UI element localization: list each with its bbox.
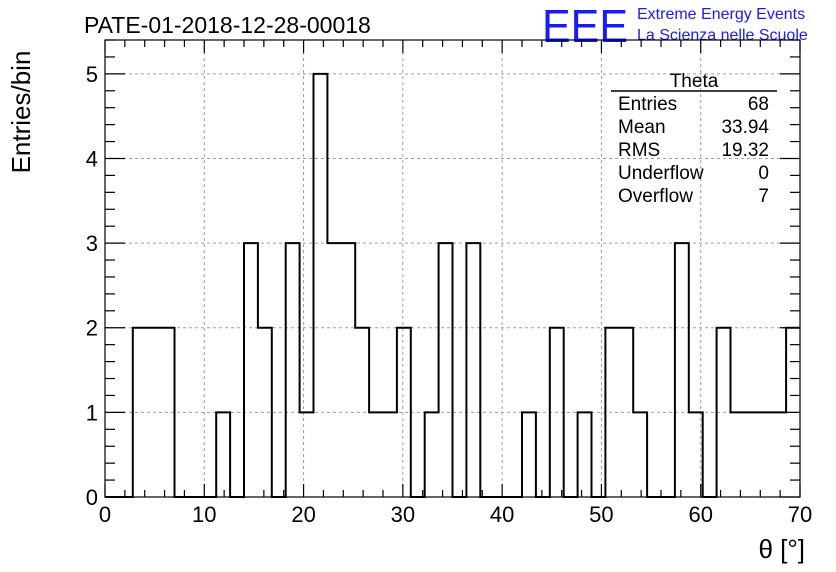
x-tick-label: 10: [192, 502, 216, 527]
histogram-bin: [216, 412, 230, 497]
y-tick-label: 5: [86, 62, 98, 87]
plot-frame: [104, 39, 801, 498]
stats-value-underflow: 0: [758, 163, 769, 184]
histogram-bin: [425, 412, 439, 497]
histogram-bin: [772, 412, 786, 497]
stats-value-overflow: 7: [758, 186, 769, 207]
x-tick-label: 30: [391, 502, 415, 527]
logo-line2: La Scienza nelle Scuole: [637, 27, 808, 44]
stats-value-entries: 68: [748, 94, 769, 115]
chart-title: PATE-01-2018-12-28-00018: [84, 12, 371, 38]
histogram-bin: [758, 412, 772, 497]
histogram-bin: [439, 243, 453, 497]
x-tick-labels: 0 10 20 30 40 50 60 70: [99, 502, 812, 527]
y-axis-label: Entries/bin: [6, 51, 36, 174]
histogram-bin: [383, 412, 397, 497]
stats-label-underflow: Underflow: [618, 163, 704, 184]
y-tick-label: 4: [86, 146, 98, 171]
y-tick-labels: 0 1 2 3 4 5: [86, 62, 98, 510]
x-tick-label: 20: [291, 502, 315, 527]
histogram-bin: [314, 74, 328, 497]
logo-mark: EEE: [542, 0, 628, 52]
logo-line1: Extreme Energy Events: [637, 6, 805, 23]
x-tick-label: 0: [99, 502, 111, 527]
histogram-bin: [731, 412, 745, 497]
y-tick-label: 1: [86, 400, 98, 425]
stats-label-mean: Mean: [618, 117, 666, 138]
histogram-bin: [578, 412, 592, 497]
histogram-bin: [286, 243, 300, 497]
histogram-bars: [105, 72, 800, 498]
stats-value-mean: 33.94: [721, 117, 769, 138]
stats-label-overflow: Overflow: [618, 186, 693, 207]
histogram-bin: [133, 328, 147, 497]
x-tick-label: 70: [788, 502, 812, 527]
histogram-bin: [522, 412, 536, 497]
y-tick-label: 0: [86, 485, 98, 510]
stats-value-rms: 19.32: [721, 140, 769, 161]
histogram-bin: [397, 328, 411, 497]
axis-ticks: [104, 39, 801, 498]
histogram-bin: [341, 243, 355, 497]
histogram-bin: [369, 412, 383, 497]
x-axis-label: θ [°]: [758, 534, 805, 564]
y-tick-label: 3: [86, 231, 98, 256]
stats-label-rms: RMS: [618, 140, 660, 161]
histogram-bin: [633, 412, 647, 497]
stats-title: Theta: [670, 71, 719, 92]
stats-label-entries: Entries: [618, 94, 677, 115]
histogram-bin: [466, 243, 480, 497]
histogram-bin: [327, 243, 341, 497]
histogram-bin: [300, 412, 314, 497]
y-tick-label: 2: [86, 316, 98, 341]
histogram-bin: [244, 243, 258, 497]
stats-box: Theta Entries 68 Mean 33.94 RMS 19.32 Un…: [611, 71, 777, 207]
x-tick-label: 60: [688, 502, 712, 527]
x-tick-label: 40: [490, 502, 514, 527]
histogram-step-line: [105, 72, 800, 498]
histogram-bin: [675, 243, 689, 497]
histogram-bin: [744, 412, 758, 497]
x-tick-label: 50: [589, 502, 613, 527]
